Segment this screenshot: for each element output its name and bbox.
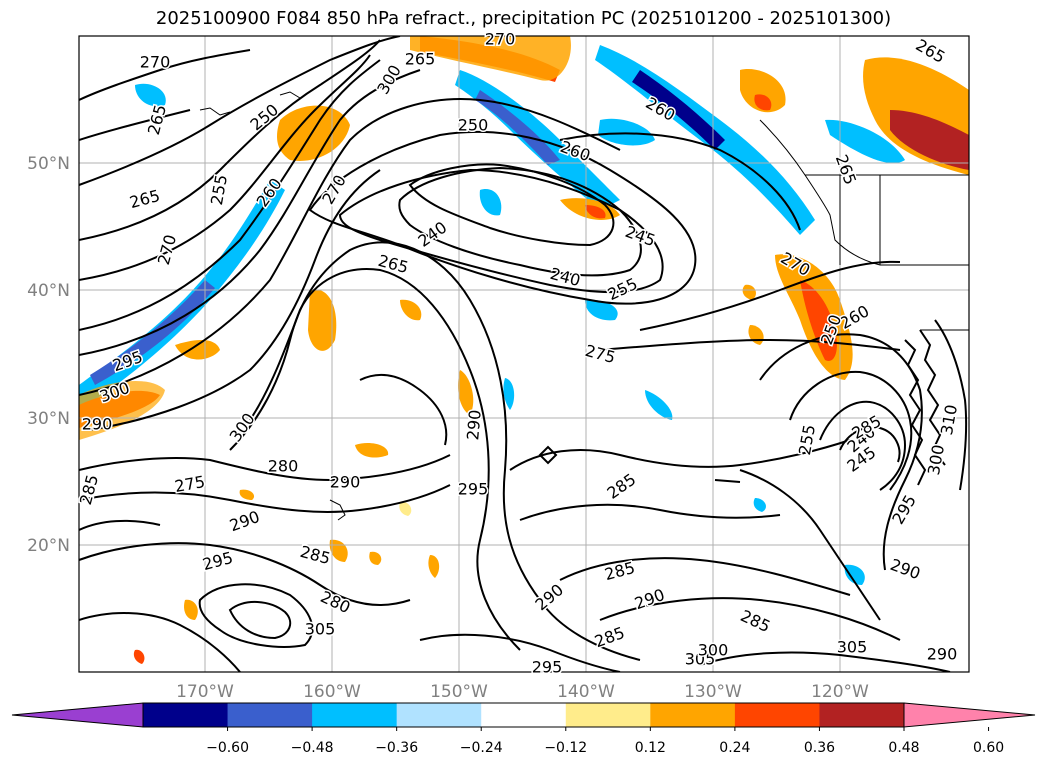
orange-band-north-edge	[410, 36, 571, 81]
orange-blob-14	[239, 489, 255, 500]
colorbar-segment	[312, 703, 398, 727]
contour-label: 295	[532, 658, 563, 677]
orange-blob-2	[308, 289, 337, 351]
blue-blob-2	[479, 189, 502, 216]
blue-blob-ne	[825, 119, 905, 164]
plot-border	[78, 35, 970, 673]
red-ne-2	[754, 94, 772, 111]
orange-blob-4	[458, 370, 474, 415]
blue-blob-4	[645, 390, 673, 420]
colorbar-segment	[650, 703, 736, 727]
blue-blob-3	[585, 299, 618, 321]
navy-band-north	[475, 90, 560, 165]
contour-label: 290	[927, 645, 958, 664]
contour-label: 290	[82, 415, 113, 434]
contour-label: 270	[140, 53, 171, 72]
blue-blob-8	[753, 498, 766, 512]
blue-blob-6	[135, 83, 166, 107]
red-coast-1	[800, 280, 837, 361]
colorbar-segment	[481, 703, 567, 727]
colorbar-arrow-right	[903, 702, 1036, 728]
colorbar-tick-label: −0.60	[206, 740, 249, 756]
contour-label: 305	[685, 650, 716, 669]
blue-blob-1	[598, 118, 655, 146]
lon-label-160w: 160°W	[303, 682, 361, 702]
colorbar-tick-labels: −0.60 −0.48 −0.36 −0.24 −0.12 0.12 0.24 0.36 0.4…	[206, 727, 1004, 756]
orange-ne-2	[740, 69, 786, 113]
blue-blob-7	[844, 564, 865, 585]
contour-label: 305	[837, 638, 868, 657]
grid-lines	[79, 36, 969, 672]
navy-band-coast	[632, 70, 725, 150]
colorbar	[11, 702, 1036, 728]
contour-label: 290	[330, 473, 361, 492]
map-title: 2025100900 F084 850 hPa refract., precip…	[155, 8, 892, 29]
lat-label-20n: 20°N	[27, 536, 70, 556]
orange-blob-8	[184, 599, 198, 620]
orange-blob-9	[428, 555, 440, 578]
contour-label: 265	[405, 50, 436, 69]
lat-label-40n: 40°N	[27, 281, 70, 301]
lat-label-50n: 50°N	[27, 154, 70, 174]
colorbar-segment	[565, 703, 651, 727]
contour-label: 305	[305, 620, 336, 639]
contour-label: 280	[268, 457, 299, 476]
orange-blob-10	[742, 284, 756, 300]
lon-label-150w: 150°W	[430, 682, 488, 702]
colorbar-arrow-left	[11, 702, 144, 728]
orange-blob-5	[175, 340, 220, 360]
contour-label: 270	[485, 30, 516, 49]
colorbar-tick-label: 0.48	[888, 740, 919, 756]
lon-label-170w: 170°W	[176, 682, 234, 702]
colorbar-tick-label: 0.36	[804, 740, 835, 756]
orange-blob-3	[400, 299, 422, 321]
colorbar-tick-label: −0.12	[544, 740, 587, 756]
contour-label: 250	[458, 116, 489, 135]
longitude-labels: 170°W 160°W 150°W 140°W 130°W 120°W	[176, 682, 869, 702]
lat-label-30n: 30°N	[27, 409, 70, 429]
colorbar-segment	[396, 703, 482, 727]
colorbar-segment	[143, 703, 229, 727]
orange-blob-6	[355, 443, 389, 458]
yellow-blob-1	[399, 501, 412, 516]
colorbar-tick-label: −0.36	[375, 740, 418, 756]
colorbar-tick-label: 0.24	[719, 740, 750, 756]
plot-area	[78, 35, 970, 673]
colorbar-segment	[734, 703, 820, 727]
colorbar-tick-label: −0.48	[291, 740, 334, 756]
orange-blob-13	[369, 551, 382, 565]
red-blob-12	[133, 649, 145, 664]
contour-label: 290	[463, 409, 485, 441]
latitude-labels: 50°N 40°N 30°N 20°N	[27, 154, 70, 556]
colorbar-tick-label: 0.12	[635, 740, 666, 756]
colorbar-tick-label: 0.60	[973, 740, 1004, 756]
colorbar-segment	[227, 703, 313, 727]
lon-label-140w: 140°W	[557, 682, 615, 702]
blue-blob-5	[503, 378, 515, 410]
red-ne-1	[890, 110, 969, 170]
contour-label: 300	[698, 641, 729, 660]
coastlines	[199, 91, 969, 521]
red-blob-1	[585, 205, 606, 219]
contour-label: 295	[458, 480, 489, 499]
colorbar-tick-label: −0.24	[460, 740, 503, 756]
orange-west-2	[79, 380, 165, 440]
refractivity-contours	[79, 36, 968, 672]
colorbar-segment	[819, 703, 905, 727]
lon-label-130w: 130°W	[684, 682, 742, 702]
contour-label: 255	[207, 173, 231, 206]
colorbar-border	[142, 702, 905, 728]
lon-label-120w: 120°W	[811, 682, 869, 702]
